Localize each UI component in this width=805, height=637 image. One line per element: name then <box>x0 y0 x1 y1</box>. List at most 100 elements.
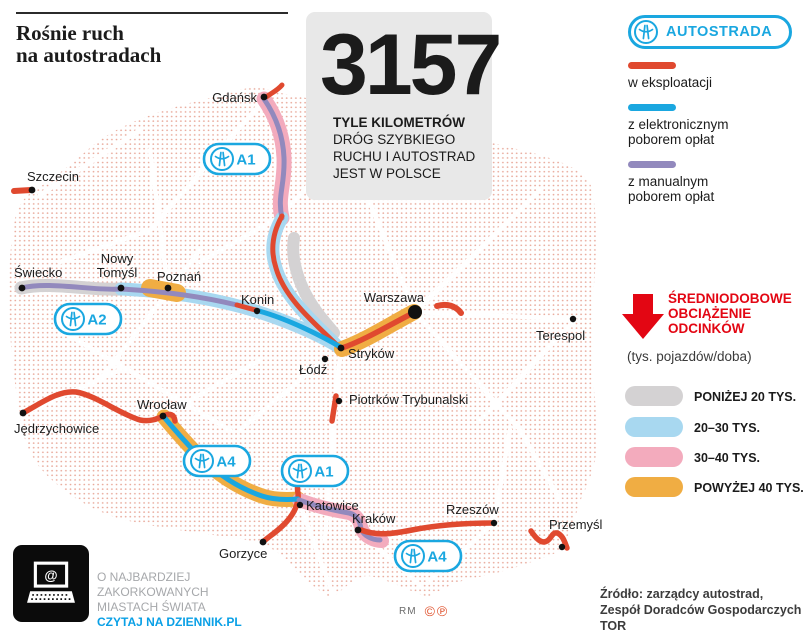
stat-caption-line: DRÓG SZYBKIEGO <box>333 132 456 148</box>
credits: RM ©℗ <box>399 603 449 619</box>
city-dot-strykow <box>337 344 345 352</box>
highway-badge-a1: A1 <box>280 454 350 488</box>
highway-badge-a4: A4 <box>393 539 463 573</box>
route-line-przemysl-red <box>528 528 570 551</box>
city-label-terespol: Terespol <box>536 328 585 343</box>
city-dot-poznan <box>164 284 172 292</box>
city-label-piotrkow: Piotrków Trybunalski <box>349 392 468 407</box>
route-band-a1-torun-strykow-gray <box>287 232 340 339</box>
highway-badge-label: A1 <box>314 464 333 481</box>
city-dot-krakow <box>354 526 362 534</box>
stat-caption: TYLE KILOMETRÓW DRÓG SZYBKIEGO RUCHU I A… <box>333 114 492 182</box>
highway-badge-label: A2 <box>87 312 106 329</box>
title-line2: na autostradach <box>16 43 162 67</box>
route-line-a1-gdansk-torun-purple <box>261 96 287 221</box>
city-label-konin: Konin <box>241 292 274 307</box>
city-dot-warszawa <box>408 305 422 319</box>
legend-swatch-operational <box>628 62 676 69</box>
route-line-a2-strykow-warszawa-red <box>339 309 418 351</box>
city-dot-konin <box>253 307 261 315</box>
background-road <box>297 502 338 599</box>
traffic-legend-unit: (tys. pojazdów/doba) <box>627 349 752 364</box>
background-road <box>37 127 143 198</box>
city-dot-swiecko <box>18 284 26 292</box>
stat-caption-bold: TYLE KILOMETRÓW <box>333 115 465 131</box>
route-line-a1-torun-strykow-red <box>270 213 343 351</box>
route-line-a4-electronic-cyan <box>161 414 301 503</box>
promo-text: O NAJBARDZIEJ ZAKORKOWANYCH MIASTACH ŚWI… <box>97 570 242 629</box>
city-label-wroclaw: Wrocław <box>137 397 187 412</box>
city-label-strykow: Stryków <box>348 346 395 361</box>
autostrada-badge-label: AUTOSTRADA <box>666 24 773 40</box>
city-label-nowy-tomysl: Nowy Tomyśl <box>97 251 138 280</box>
highway-badge-label: A4 <box>216 454 236 471</box>
city-dot-katowice <box>296 501 304 509</box>
route-line-jedrzychowice-wroclaw-red <box>20 389 178 424</box>
background-road <box>197 213 284 265</box>
background-road <box>412 187 543 315</box>
promo-cta-link[interactable]: CZYTAJ NA DZIENNIK.PL <box>97 615 242 629</box>
stat-panel: 3157 TYLE KILOMETRÓW DRÓG SZYBKIEGO RUCH… <box>306 12 502 200</box>
highway-badge-a1: A1 <box>202 142 272 176</box>
route-line-warszawa-east-red <box>434 301 464 316</box>
background-road <box>160 357 263 419</box>
city-label-swiecko: Świecko <box>14 265 62 280</box>
city-label-szczecin: Szczecin <box>27 169 79 184</box>
page-title: Rośnie ruch na autostradach <box>16 22 161 66</box>
city-label-poznan: Poznań <box>157 269 201 284</box>
pill-label-above-40k: POWYŻEJ 40 TYS. <box>694 481 804 495</box>
city-label-krakow: Kraków <box>352 511 396 526</box>
title-line1: Rośnie ruch <box>16 21 124 45</box>
background-road <box>97 247 203 383</box>
background-road <box>237 356 328 433</box>
route-line-a2-electronic-cyan <box>256 308 345 351</box>
city-dot-gorzyce <box>259 538 267 546</box>
source-note: Źródło: zarządcy autostrad, Zespół Dorad… <box>600 587 802 633</box>
background-road <box>412 309 563 503</box>
background-road <box>491 427 513 526</box>
city-dot-piotrkow <box>335 397 343 405</box>
traffic-legend-title: ŚREDNIODOBOWE OBCIĄŻENIE ODCINKÓW <box>668 291 792 336</box>
title-rule <box>16 12 288 14</box>
city-label-katowice: Katowice <box>306 498 359 513</box>
city-label-lodz: Łódź <box>299 362 327 377</box>
legend-label-electronic: z elektronicznym poborem opłat <box>628 117 729 147</box>
legend-roads: AUTOSTRADA w eksploatacji z elektroniczn… <box>628 15 800 204</box>
city-dot-szczecin <box>28 186 36 194</box>
svg-text:@: @ <box>44 567 57 582</box>
city-label-warszawa: Warszawa <box>364 290 425 305</box>
down-arrow-icon <box>622 294 664 339</box>
pill-30-40k <box>625 447 683 467</box>
copyright-symbols: ©℗ <box>424 603 450 619</box>
pill-above-40k <box>625 477 683 497</box>
laptop-at-icon: @ <box>27 561 75 603</box>
route-line-szczecin-red <box>11 187 34 194</box>
pill-below-20k <box>625 386 683 406</box>
highway-badge-label: A4 <box>427 549 447 566</box>
pill-label-20-30k: 20–30 TYS. <box>694 421 761 435</box>
promo-box: @ <box>13 545 89 622</box>
city-dot-rzeszow <box>490 519 498 527</box>
autostrada-badge: AUTOSTRADA <box>628 15 792 49</box>
city-dot-jedrzychowice <box>19 409 27 417</box>
poland-shape <box>8 87 599 599</box>
background-road <box>147 147 171 291</box>
city-dot-wroclaw <box>159 412 167 420</box>
legend-label-manual: z manualnym poborem opłat <box>628 174 715 204</box>
legend-swatch-manual <box>628 161 676 168</box>
pill-label-below-20k: PONIŻEJ 20 TYS. <box>694 390 797 404</box>
motorway-icon <box>634 20 658 44</box>
highway-badge-label: A1 <box>236 152 255 169</box>
route-line-piotrkow-red <box>329 393 339 424</box>
pill-label-30-40k: 30–40 TYS. <box>694 451 761 465</box>
city-label-gdansk: Gdańsk <box>212 90 257 105</box>
city-dot-gdansk <box>260 93 268 101</box>
city-label-rzeszow: Rzeszów <box>446 502 499 517</box>
stat-caption-line: JEST W POLSCE <box>333 166 441 182</box>
city-dot-nowy-tomysl <box>117 284 125 292</box>
stat-number: 3157 <box>320 17 502 113</box>
city-label-jedrzychowice: Jędrzychowice <box>14 421 99 436</box>
city-label-gorzyce: Gorzyce <box>219 546 267 561</box>
route-line-krakow-rzeszow-red <box>358 520 497 537</box>
